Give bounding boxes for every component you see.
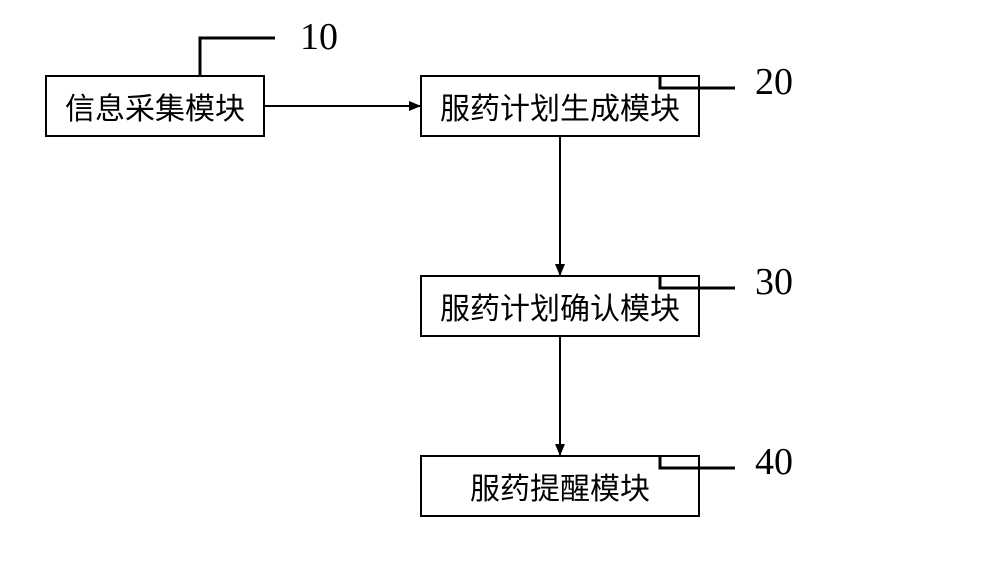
- node-label: 服药提醒模块: [470, 464, 650, 508]
- ref-number-20: 20: [755, 60, 793, 104]
- node-label: 信息采集模块: [65, 84, 245, 128]
- node-label: 服药计划确认模块: [440, 284, 680, 328]
- node-info-collection: 信息采集模块: [45, 75, 265, 137]
- ref-number-10: 10: [300, 15, 338, 59]
- node-plan-generation: 服药计划生成模块: [420, 75, 700, 137]
- node-plan-confirmation: 服药计划确认模块: [420, 275, 700, 337]
- callout-line: [200, 38, 275, 75]
- ref-number-30: 30: [755, 260, 793, 304]
- node-reminder: 服药提醒模块: [420, 455, 700, 517]
- node-label: 服药计划生成模块: [440, 84, 680, 128]
- ref-number-40: 40: [755, 440, 793, 484]
